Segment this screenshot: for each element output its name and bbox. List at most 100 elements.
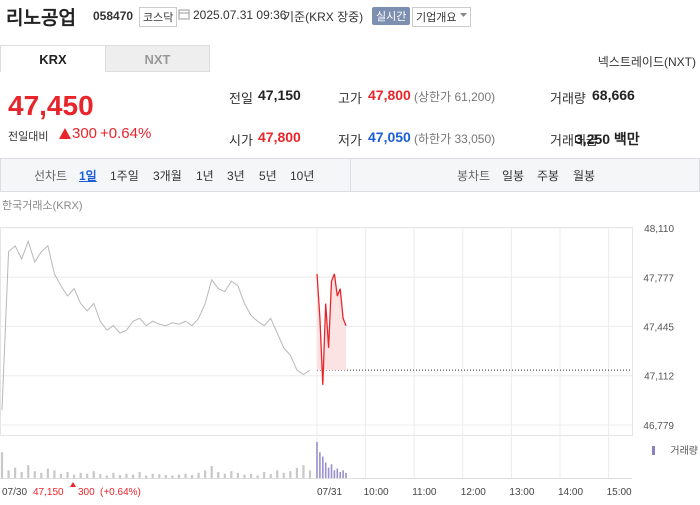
- volume-bar: [295, 467, 298, 478]
- volume-bar: [263, 472, 266, 478]
- tab-krx[interactable]: KRX: [0, 45, 106, 72]
- volume-bar: [7, 470, 10, 478]
- y-tick-label: 46,779: [643, 421, 674, 432]
- volume-bar: [0, 452, 4, 478]
- volume-bar: [217, 472, 220, 478]
- volume-bar: [210, 466, 213, 478]
- volume-bar: [99, 474, 102, 478]
- nxt-link[interactable]: 넥스트레이드(NXT): [597, 55, 696, 69]
- volume-bar: [204, 470, 207, 478]
- price-line: [1, 239, 311, 411]
- candle-button[interactable]: 주봉: [537, 169, 560, 183]
- x-tick-label: 13:00: [509, 487, 534, 498]
- calendar-icon: [178, 9, 190, 20]
- volume-bar: [336, 468, 339, 478]
- volume-bar: [92, 471, 95, 478]
- realtime-button[interactable]: 실시간: [372, 7, 411, 25]
- volume-bar: [112, 472, 115, 478]
- volume-bar: [171, 475, 174, 478]
- period-button[interactable]: 3년: [227, 169, 245, 183]
- volume-bar: [327, 467, 330, 478]
- volume-bar: [145, 475, 148, 478]
- stock-code: 058470: [93, 9, 134, 23]
- volume-bar: [249, 473, 253, 478]
- y-tick-label: 47,112: [644, 372, 674, 383]
- period-button[interactable]: 1주일: [110, 169, 139, 183]
- price-chart: 한국거래소(KRX) 거래량 47,150 300 (+0.64%) 48,11…: [0, 199, 698, 498]
- x-tick-label: 07/31: [317, 487, 342, 498]
- stat-label: 시가: [229, 133, 253, 148]
- volume-bar: [333, 470, 336, 478]
- stat-value: 47,150: [258, 87, 301, 103]
- line-chart-label: 선차트: [34, 169, 68, 183]
- period-button[interactable]: 1일: [79, 169, 97, 183]
- y-tick-label: 47,445: [643, 322, 674, 333]
- stat-value: 47,800: [368, 87, 411, 103]
- stat-value: 68,666: [592, 87, 635, 103]
- volume-bar: [324, 462, 327, 478]
- stat-label: 전일: [229, 91, 253, 106]
- dropdown-icon: [460, 13, 468, 17]
- current-price: 47,450: [8, 90, 94, 121]
- period-button[interactable]: 10년: [290, 169, 315, 183]
- x-tick-label: 10:00: [364, 487, 389, 498]
- volume-bar: [223, 473, 226, 478]
- candle-button[interactable]: 월봉: [573, 169, 596, 183]
- volume-bar: [138, 472, 141, 478]
- overview-button[interactable]: 기업개요: [412, 7, 472, 27]
- volume-bar: [46, 468, 49, 478]
- x-tick-label: 14:00: [558, 487, 583, 498]
- volume-bar: [197, 472, 200, 478]
- overview-text: 기업개요: [416, 12, 457, 24]
- volume-bar: [40, 472, 43, 478]
- volume-bar: [256, 475, 259, 478]
- volume-bar: [79, 472, 82, 478]
- basis: 기준(KRX 장중): [283, 10, 364, 24]
- volume-bar: [308, 470, 312, 478]
- volume-legend-swatch: [652, 446, 655, 455]
- volume-bar: [131, 474, 135, 478]
- volume-bar: [164, 475, 167, 478]
- volume-bar: [322, 456, 324, 478]
- volume-bar: [276, 470, 279, 478]
- volume-bar: [33, 471, 36, 478]
- volume-label: 거래량: [670, 445, 698, 457]
- chart-source: 한국거래소(KRX): [2, 199, 83, 212]
- volume-bar: [319, 452, 321, 478]
- period-button[interactable]: 1년: [196, 169, 214, 183]
- stat-label: 고가: [338, 91, 362, 106]
- stat-value: 47,800: [258, 129, 301, 145]
- market-badge: 코스닥: [139, 7, 178, 27]
- y-tick-label: 47,777: [643, 273, 674, 284]
- volume-bar: [330, 464, 333, 478]
- period-button[interactable]: 3개월: [153, 169, 182, 183]
- volume-bar: [230, 471, 233, 478]
- x-tick-label: 07/30: [2, 487, 27, 498]
- datetime: 2025.07.31 09:36: [193, 8, 287, 22]
- volume-bar: [105, 475, 108, 478]
- x-tick-label: 11:00: [412, 487, 437, 498]
- volume-bar: [190, 475, 194, 478]
- period-button[interactable]: 5년: [259, 169, 277, 183]
- stat-extra: (하한가 33,050): [414, 132, 496, 146]
- volume-bar: [282, 472, 285, 478]
- change-label: 전일대비: [8, 131, 49, 143]
- volume-bar: [59, 473, 63, 478]
- volume-bar: [118, 475, 122, 478]
- volume-bar: [289, 471, 292, 478]
- volume-bar: [86, 473, 89, 478]
- volume-bar: [269, 474, 272, 478]
- price-line: [316, 273, 347, 385]
- tab-nxt[interactable]: NXT: [105, 45, 210, 72]
- volume-bar: [316, 442, 318, 478]
- volume-bar: [14, 467, 17, 478]
- stat-value: 47,050: [368, 129, 411, 145]
- stat-label: 거래대금: [550, 133, 598, 148]
- stat-label: 거래량: [550, 91, 586, 106]
- change-pct: +0.64%: [100, 125, 152, 142]
- volume-bar: [151, 473, 154, 478]
- candle-button[interactable]: 일봉: [502, 169, 525, 183]
- footer-price: 47,150: [33, 487, 64, 498]
